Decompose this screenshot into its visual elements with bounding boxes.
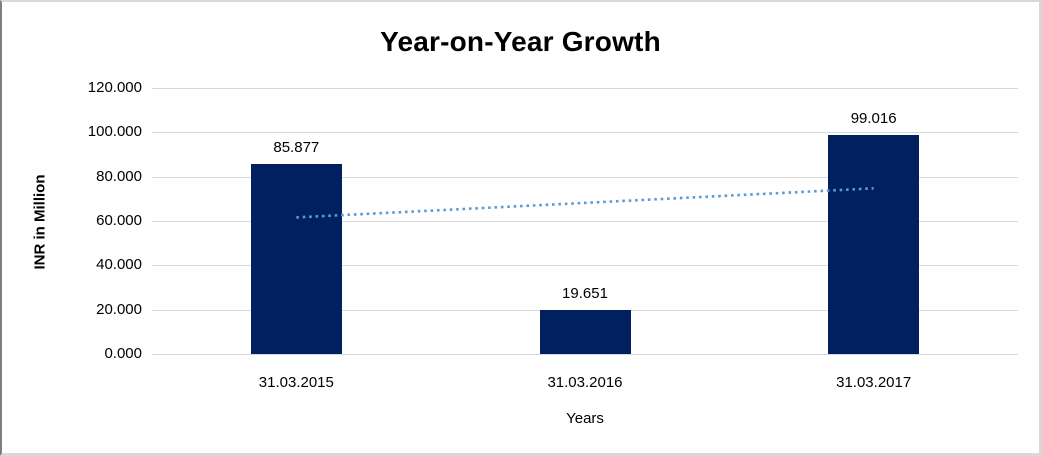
gridline (152, 88, 1018, 89)
y-tick-label: 80.000 (96, 167, 142, 185)
bar-value-label: 85.877 (273, 138, 320, 156)
x-category-label: 31.03.2017 (836, 374, 912, 391)
gridline (152, 265, 1018, 267)
y-tick-label: 120.000 (87, 79, 142, 96)
chart-title: Year-on-Year Growth (380, 26, 661, 57)
y-tick-label: 60.000 (96, 212, 142, 229)
gridline (152, 354, 1018, 355)
y-tick-label: 40.000 (96, 256, 142, 274)
bar-value-label: 19.651 (562, 285, 608, 303)
x-category-label: 31.03.2015 (258, 374, 334, 391)
gridline (152, 132, 1018, 134)
gridline (152, 221, 1018, 222)
bar-value-label: 99.016 (850, 109, 897, 127)
bar (539, 310, 631, 354)
plot-area (152, 88, 1018, 355)
bar (828, 134, 920, 354)
trendline (296, 187, 874, 219)
x-axis-title: Years (566, 410, 604, 427)
gridline (152, 176, 1018, 178)
gridline (152, 309, 1018, 311)
y-tick-label: 0.000 (104, 345, 142, 362)
y-tick-label: 100.000 (87, 123, 142, 141)
x-category-label: 31.03.2016 (547, 374, 623, 391)
bar (250, 163, 342, 354)
y-tick-label: 20.000 (96, 300, 142, 318)
